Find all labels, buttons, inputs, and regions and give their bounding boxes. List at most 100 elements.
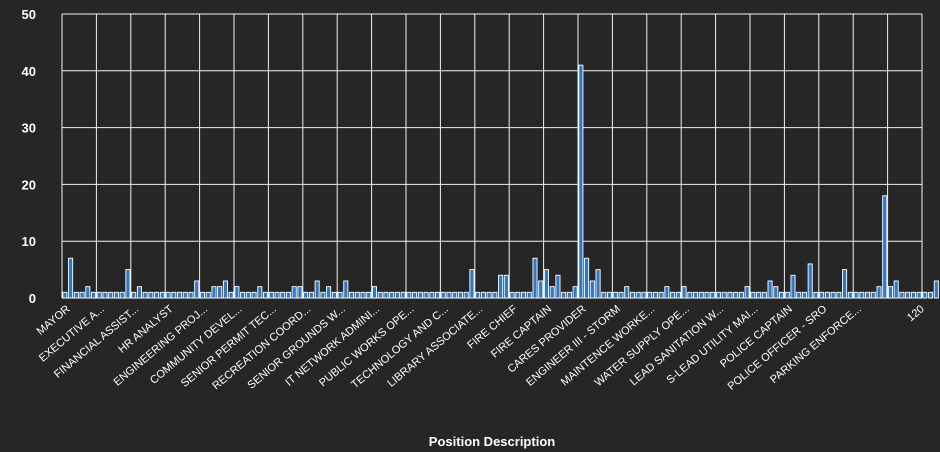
bar (870, 291, 876, 299)
grid-lines (61, 13, 923, 299)
bar (715, 291, 721, 299)
bar (73, 291, 79, 299)
bar (383, 291, 389, 299)
bar (274, 291, 280, 299)
bar (704, 291, 710, 299)
bar (96, 291, 102, 299)
bar (102, 291, 108, 299)
bar (62, 291, 68, 299)
bar (159, 291, 165, 299)
bar (738, 291, 744, 299)
bar (400, 291, 406, 299)
bar (796, 291, 802, 299)
bar (647, 291, 653, 299)
bar (538, 280, 544, 299)
bar (589, 280, 595, 299)
bar (561, 291, 567, 299)
bar (601, 291, 607, 299)
bar (607, 291, 613, 299)
bar (113, 291, 119, 299)
bar (721, 291, 727, 299)
bar (584, 257, 590, 299)
bar (349, 291, 355, 299)
bar (521, 291, 527, 299)
bar (343, 280, 349, 299)
bar (807, 263, 813, 299)
bar (887, 286, 893, 299)
bar (876, 286, 882, 299)
bar (773, 286, 779, 299)
bar (389, 291, 395, 299)
bar (819, 291, 825, 299)
bar (761, 291, 767, 299)
y-tick-label: 50 (22, 7, 36, 22)
bar (543, 269, 549, 299)
bar (337, 291, 343, 299)
bar (171, 291, 177, 299)
bar (853, 291, 859, 299)
bar (503, 274, 509, 299)
y-axis-ticks: 0 10 20 30 40 50 (22, 7, 36, 306)
bar (572, 286, 578, 299)
bar (824, 291, 830, 299)
bar (303, 291, 309, 299)
bar (801, 291, 807, 299)
bar (205, 291, 211, 299)
bar (320, 291, 326, 299)
bar (199, 291, 205, 299)
bar (830, 291, 836, 299)
bar (314, 280, 320, 299)
bar (234, 286, 240, 299)
bar (285, 291, 291, 299)
bar (371, 286, 377, 299)
bar (899, 291, 905, 299)
bar (440, 291, 446, 299)
bar (297, 286, 303, 299)
bar (412, 291, 418, 299)
bar (859, 291, 865, 299)
bar (933, 280, 939, 299)
bar (446, 291, 452, 299)
bar (217, 286, 223, 299)
y-tick-label: 40 (22, 64, 36, 79)
x-tick-label: 120 (905, 303, 927, 324)
bar (865, 291, 871, 299)
bar (394, 291, 400, 299)
bar (813, 291, 819, 299)
bar (469, 269, 475, 299)
x-axis-title: Position Description (429, 434, 555, 449)
bar (194, 280, 200, 299)
bar (635, 291, 641, 299)
bar (658, 291, 664, 299)
y-tick-label: 20 (22, 177, 36, 192)
bar (486, 291, 492, 299)
bar (240, 291, 246, 299)
bar (618, 291, 624, 299)
bar (291, 286, 297, 299)
bar (245, 291, 251, 299)
bar (509, 291, 515, 299)
bar (733, 291, 739, 299)
bar (119, 291, 125, 299)
bar (492, 291, 498, 299)
bar (452, 291, 458, 299)
bar (549, 286, 555, 299)
bar (652, 291, 658, 299)
bar (326, 286, 332, 299)
bar (475, 291, 481, 299)
bar (847, 291, 853, 299)
bar (108, 291, 114, 299)
bar (681, 286, 687, 299)
bar (308, 291, 314, 299)
bar (457, 291, 463, 299)
bar (555, 274, 561, 299)
bar (566, 291, 572, 299)
bar (498, 274, 504, 299)
y-tick-label: 30 (22, 121, 36, 136)
bar (836, 291, 842, 299)
bar (710, 291, 716, 299)
bar (664, 286, 670, 299)
bar (612, 291, 618, 299)
bar (331, 291, 337, 299)
